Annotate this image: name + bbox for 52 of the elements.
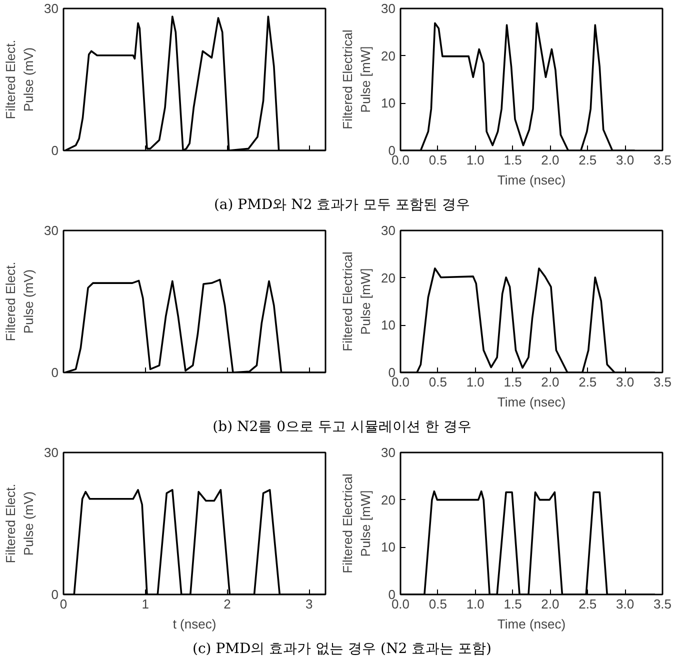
x-tick-label: 1.5 bbox=[504, 596, 522, 612]
y-tick-label: 30 bbox=[381, 445, 396, 460]
y-axis-title: Filtered Elect. Pulse (mV) bbox=[3, 484, 36, 564]
text: (c) PMD의 효과가 없는 경우 (N2 효과는 포함) bbox=[192, 640, 492, 659]
y-tick-label: 20 bbox=[381, 48, 396, 64]
x-tick-label: 3.0 bbox=[616, 152, 634, 168]
text: (a) PMD와 N2 효과가 모두 포함된 경우 bbox=[214, 196, 470, 215]
x-tick-label: 2 bbox=[224, 596, 231, 612]
x-tick-label: 3.5 bbox=[653, 152, 672, 168]
y-tick-label: 20 bbox=[381, 492, 396, 508]
y-tick-label: 20 bbox=[381, 270, 396, 286]
y-tick-label: 30 bbox=[381, 223, 396, 238]
x-tick-label: 3.5 bbox=[653, 596, 672, 612]
text: (b) N2를 0으로 두고 시뮬레이션 한 경우 bbox=[212, 418, 472, 437]
x-tick-label: 2.5 bbox=[578, 152, 597, 168]
x-tick-label: 1.0 bbox=[466, 596, 484, 612]
x-tick-label: 2.5 bbox=[578, 374, 597, 390]
y-axis-title: Filtered Electrical Pulse [mW] bbox=[340, 474, 374, 574]
x-tick-label: 2.0 bbox=[541, 374, 560, 390]
x-tick-label: 1.0 bbox=[466, 152, 484, 168]
y-tick-label: 10 bbox=[381, 318, 396, 333]
x-tick-label: 3 bbox=[306, 596, 313, 612]
y-axis-title: Filtered Electrical Pulse [mW] bbox=[340, 252, 374, 352]
y-axis-title: Filtered Elect. Pulse (mV) bbox=[3, 262, 36, 342]
x-axis-title: Time (nsec) bbox=[497, 394, 566, 410]
x-axis-title: Time (nsec) bbox=[497, 616, 566, 632]
y-tick-label: 30 bbox=[44, 445, 59, 460]
y-tick-label: 30 bbox=[44, 223, 59, 238]
x-tick-label: 0.5 bbox=[428, 374, 447, 390]
x-tick-label: 3.5 bbox=[653, 374, 672, 390]
x-tick-label: 1.0 bbox=[466, 374, 484, 390]
x-axis-title: Time (nsec) bbox=[497, 172, 566, 188]
y-tick-label: 30 bbox=[381, 1, 396, 16]
y-tick-label: 10 bbox=[381, 540, 396, 555]
x-tick-label: 0.5 bbox=[428, 596, 447, 612]
x-tick-label: 2.0 bbox=[541, 152, 560, 168]
x-tick-label: 1.5 bbox=[504, 152, 522, 168]
y-axis-title: Filtered Electrical Pulse [mW] bbox=[340, 30, 374, 130]
y-axis-title: Filtered Elect. Pulse (mV) bbox=[3, 40, 36, 120]
x-tick-label: 3.0 bbox=[616, 596, 634, 612]
x-axis-title: t (nsec) bbox=[172, 616, 216, 632]
x-tick-label: 1.5 bbox=[504, 374, 522, 390]
x-tick-label: 2.0 bbox=[541, 596, 560, 612]
x-tick-label: 2.5 bbox=[578, 596, 597, 612]
y-tick-label: 0 bbox=[51, 587, 59, 602]
y-tick-label: 30 bbox=[44, 1, 59, 16]
x-tick-label: 0.5 bbox=[428, 152, 447, 168]
x-tick-label: 3.0 bbox=[616, 374, 634, 390]
y-tick-label: 0 bbox=[51, 143, 59, 158]
x-tick-label: 1 bbox=[142, 596, 149, 612]
y-tick-label: 0 bbox=[51, 365, 59, 380]
y-tick-label: 10 bbox=[381, 96, 396, 111]
